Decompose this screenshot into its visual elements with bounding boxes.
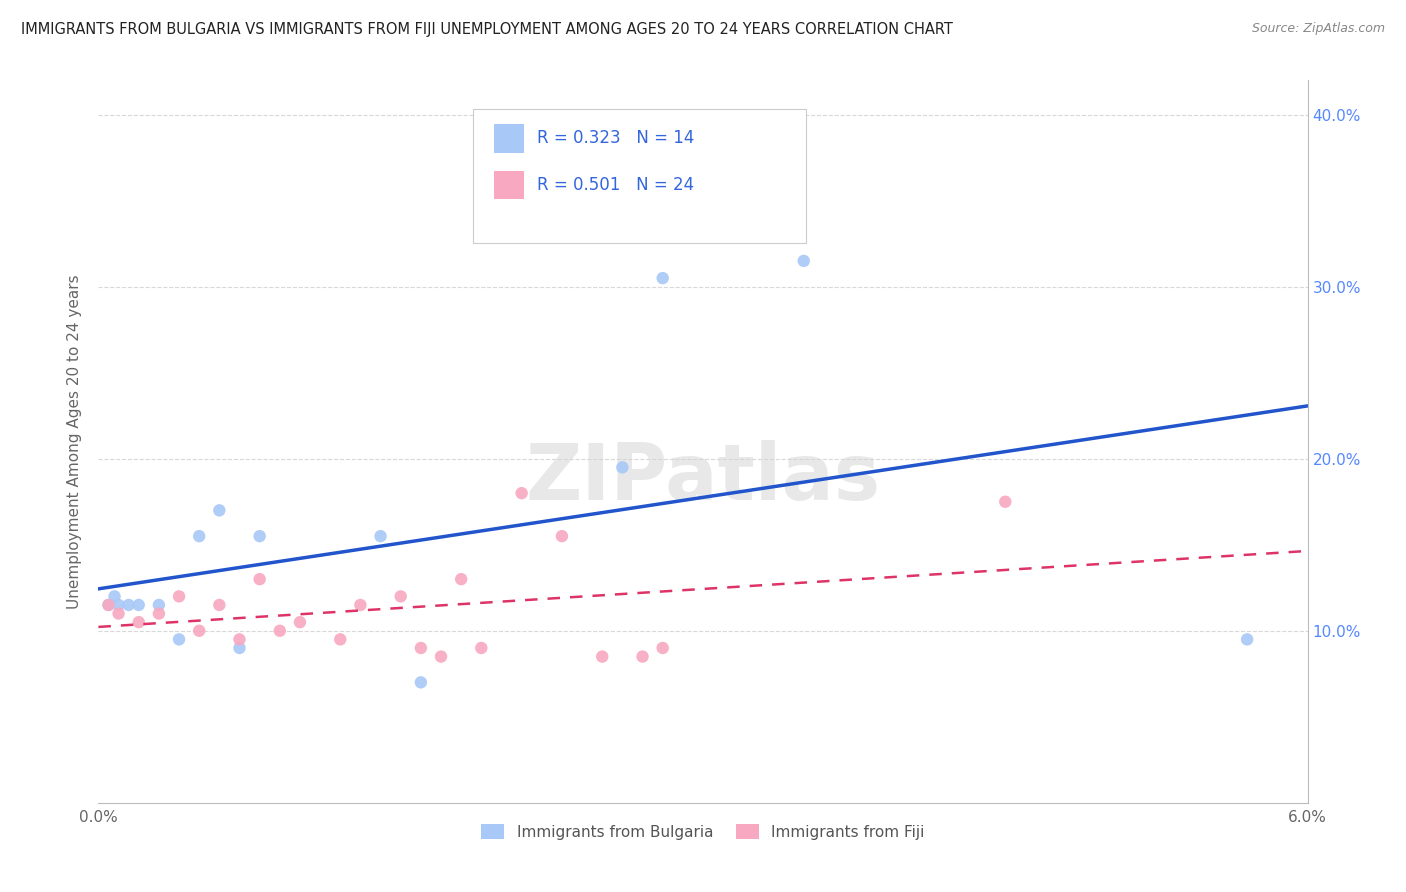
- Point: [188, 624, 211, 638]
- Point: [651, 271, 673, 285]
- Point: [128, 615, 150, 630]
- Point: [793, 253, 815, 268]
- Point: [107, 607, 129, 621]
- Point: [1236, 632, 1258, 647]
- Point: [551, 529, 574, 543]
- Point: [631, 649, 654, 664]
- Point: [329, 632, 352, 647]
- Point: [118, 598, 141, 612]
- Point: [430, 649, 453, 664]
- Legend: Immigrants from Bulgaria, Immigrants from Fiji: Immigrants from Bulgaria, Immigrants fro…: [475, 818, 931, 846]
- FancyBboxPatch shape: [494, 170, 524, 200]
- Point: [409, 675, 432, 690]
- Point: [249, 529, 271, 543]
- Point: [208, 503, 231, 517]
- Point: [103, 590, 125, 604]
- Point: [450, 572, 472, 586]
- Point: [389, 590, 412, 604]
- Point: [651, 640, 673, 655]
- Point: [188, 529, 211, 543]
- Point: [370, 529, 392, 543]
- Text: R = 0.501   N = 24: R = 0.501 N = 24: [537, 176, 695, 194]
- Point: [167, 590, 190, 604]
- Point: [208, 598, 231, 612]
- Point: [591, 649, 613, 664]
- Point: [128, 598, 150, 612]
- Y-axis label: Unemployment Among Ages 20 to 24 years: Unemployment Among Ages 20 to 24 years: [67, 274, 83, 609]
- Text: ZIPatlas: ZIPatlas: [526, 440, 880, 516]
- Text: Source: ZipAtlas.com: Source: ZipAtlas.com: [1251, 22, 1385, 36]
- Point: [148, 607, 170, 621]
- Point: [994, 494, 1017, 508]
- Point: [349, 598, 371, 612]
- Point: [228, 640, 250, 655]
- Point: [148, 598, 170, 612]
- Point: [510, 486, 533, 500]
- Point: [470, 640, 492, 655]
- Point: [167, 632, 190, 647]
- Point: [249, 572, 271, 586]
- FancyBboxPatch shape: [494, 124, 524, 153]
- Point: [107, 598, 129, 612]
- Point: [288, 615, 311, 630]
- Text: IMMIGRANTS FROM BULGARIA VS IMMIGRANTS FROM FIJI UNEMPLOYMENT AMONG AGES 20 TO 2: IMMIGRANTS FROM BULGARIA VS IMMIGRANTS F…: [21, 22, 953, 37]
- FancyBboxPatch shape: [474, 109, 806, 243]
- Point: [612, 460, 634, 475]
- Point: [409, 640, 432, 655]
- Point: [97, 598, 120, 612]
- Text: R = 0.323   N = 14: R = 0.323 N = 14: [537, 129, 695, 147]
- Point: [228, 632, 250, 647]
- Point: [97, 598, 120, 612]
- Point: [269, 624, 291, 638]
